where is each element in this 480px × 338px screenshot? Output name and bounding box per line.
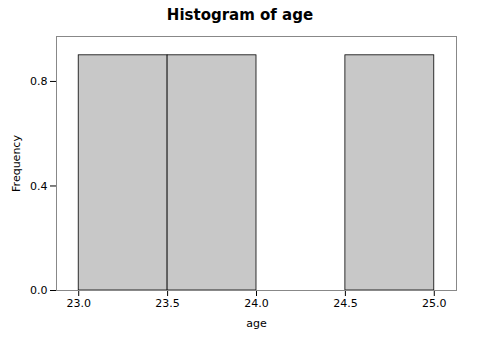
svg-text:0.8: 0.8 bbox=[30, 75, 48, 88]
svg-text:Frequency: Frequency bbox=[10, 135, 23, 192]
svg-text:24.5: 24.5 bbox=[333, 297, 358, 310]
svg-text:25.0: 25.0 bbox=[422, 297, 447, 310]
svg-text:0.0: 0.0 bbox=[30, 284, 48, 297]
svg-text:age: age bbox=[246, 317, 267, 330]
svg-text:23.5: 23.5 bbox=[155, 297, 180, 310]
html-text:Histogram of age: Histogram of age bbox=[166, 6, 314, 24]
svg-text:24.0: 24.0 bbox=[244, 297, 269, 310]
svg-text:0.4: 0.4 bbox=[30, 179, 48, 192]
svg-text:23.0: 23.0 bbox=[66, 297, 91, 310]
